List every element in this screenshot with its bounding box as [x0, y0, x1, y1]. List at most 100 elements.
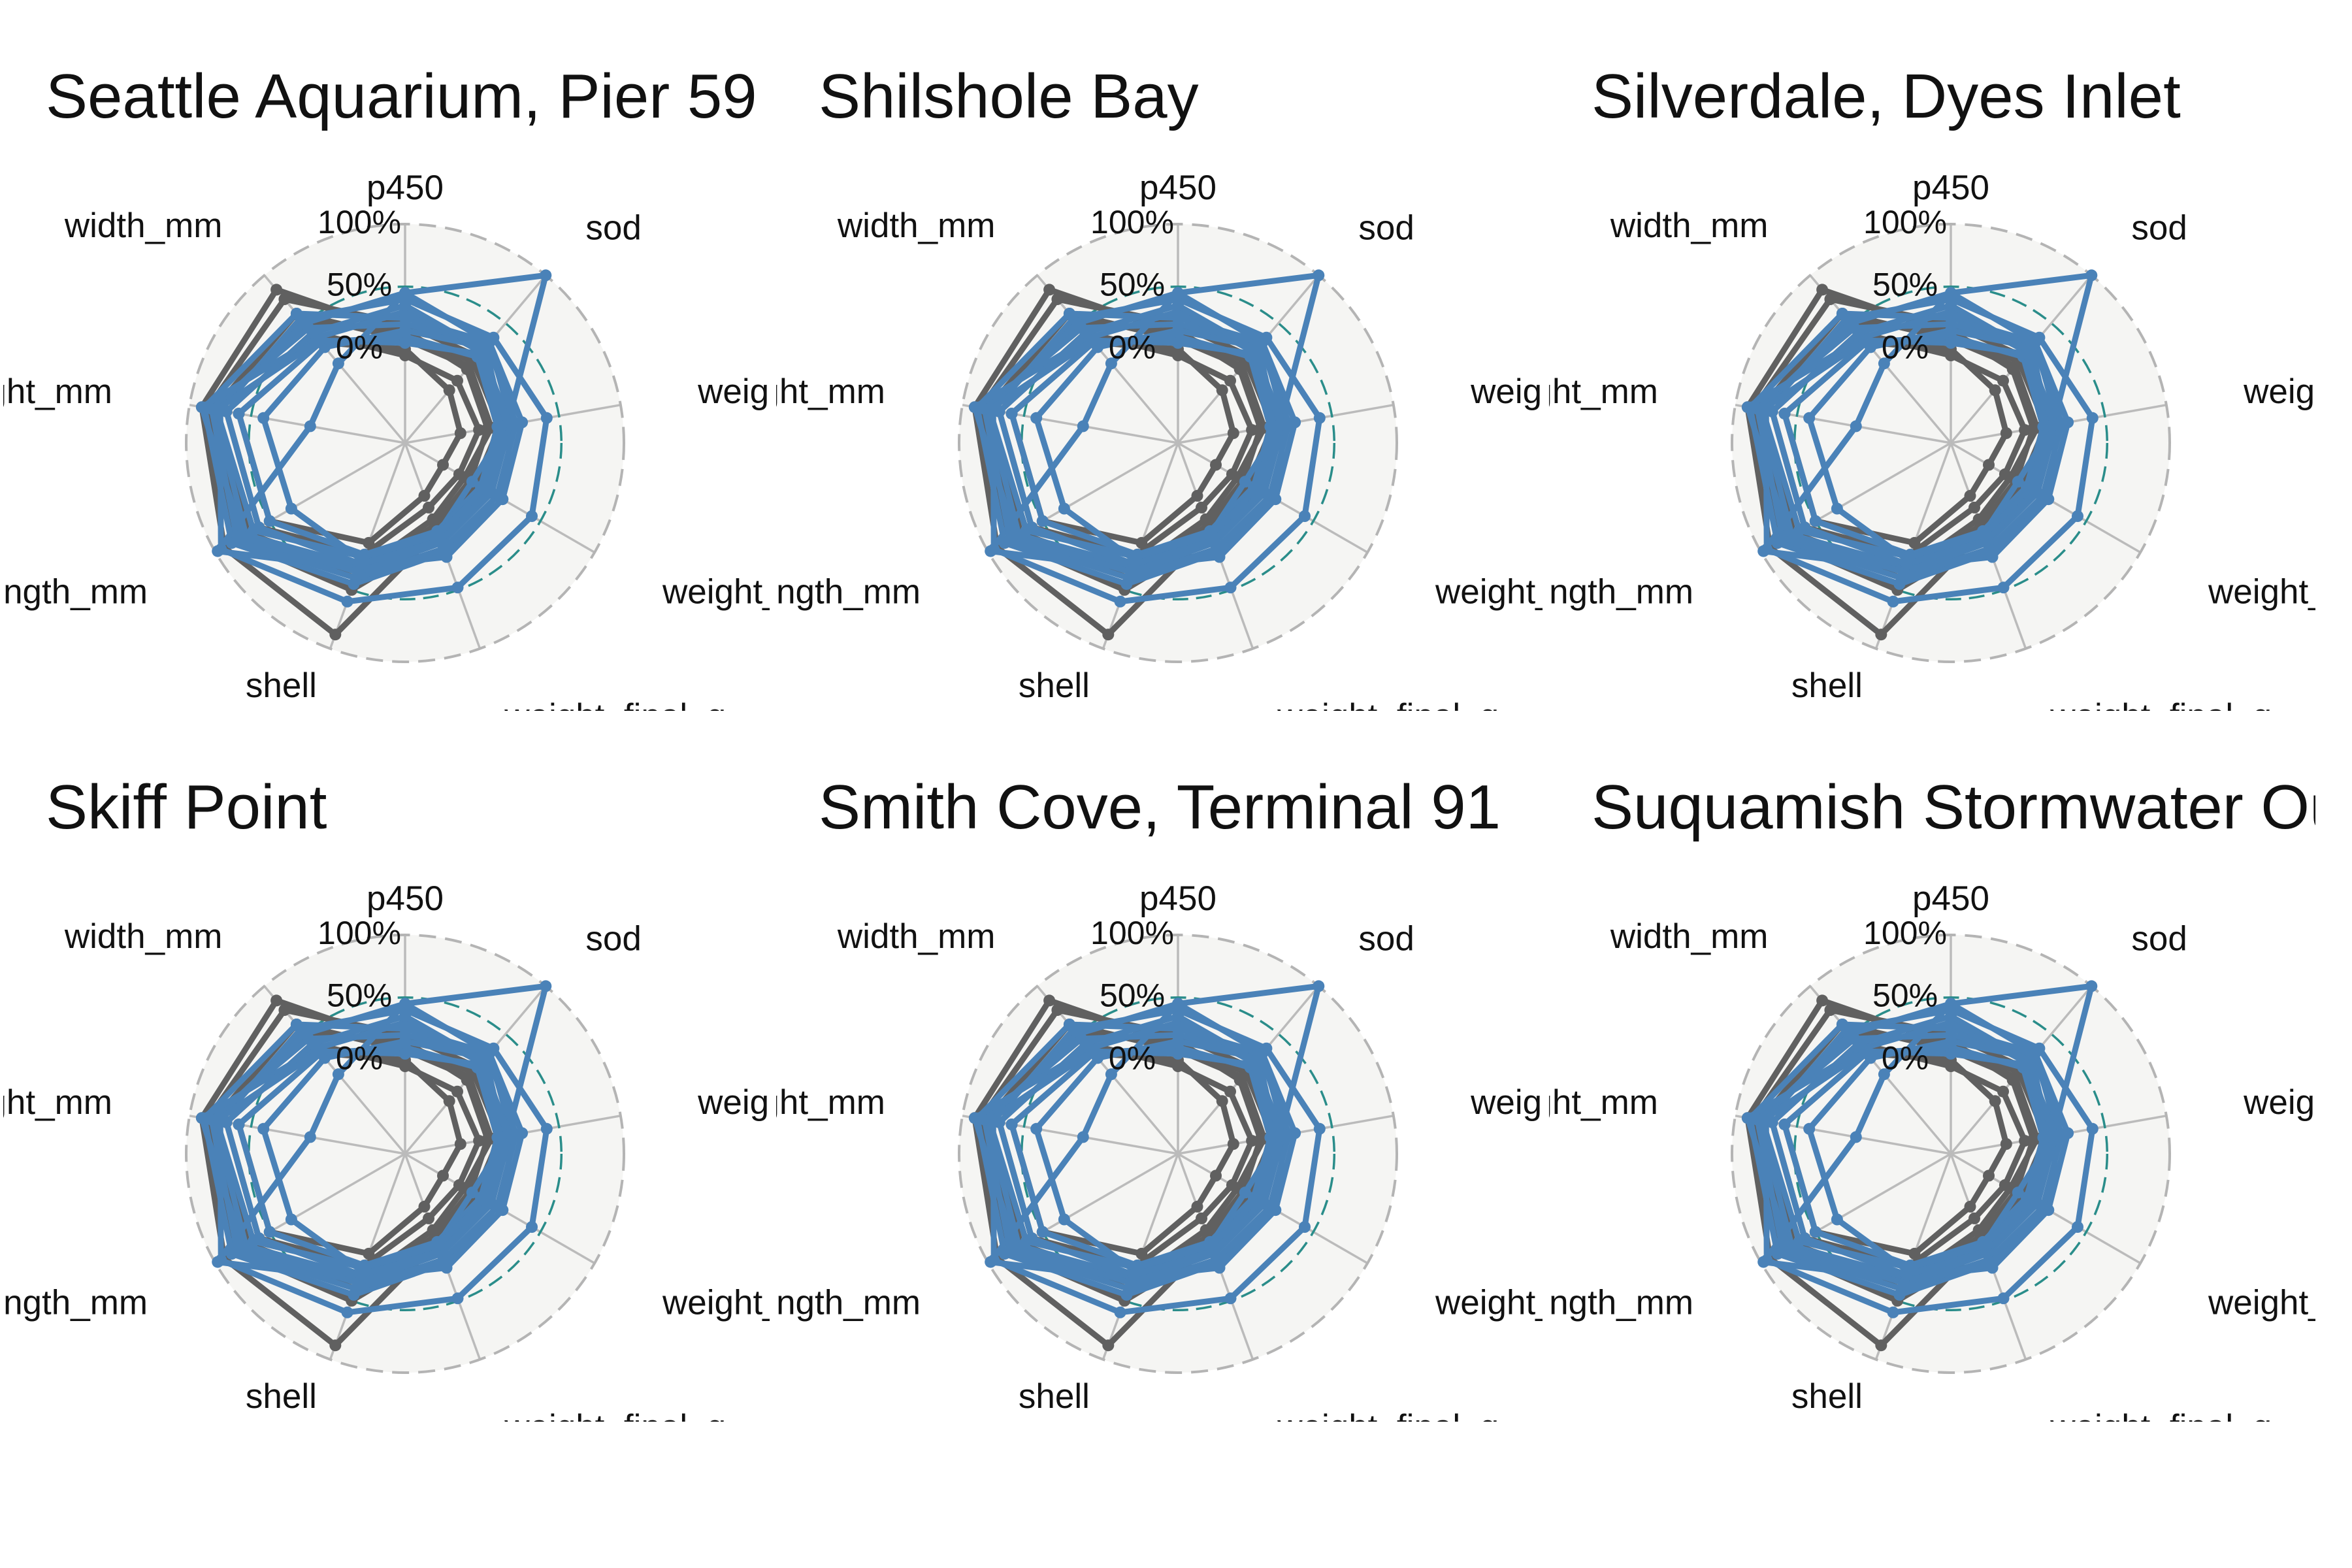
data-point-12-sod	[451, 1085, 463, 1098]
data-point-14-weight_change_g	[1983, 459, 1995, 471]
data-point-0-width_mm	[332, 357, 344, 370]
data-point-5-length_mm	[1782, 531, 1795, 543]
data-point-9-weight_change_g	[478, 482, 490, 495]
data-point-6-length_mm	[1058, 1213, 1070, 1226]
data-point-0-weight_change_g	[466, 1186, 478, 1199]
data-point-2-p450	[399, 998, 411, 1010]
axis-label-length_mm: length_mm	[1522, 573, 1693, 612]
data-point-3-width_mm	[290, 308, 302, 319]
data-point-12-weight_final_g	[1196, 501, 1207, 514]
data-point-14-sod	[1216, 384, 1228, 397]
axis-label-shell: shell	[246, 666, 317, 705]
axis-label-weight_initial_g: weight_initial_g	[1470, 1083, 1707, 1122]
data-point-12-sod	[1997, 1085, 2009, 1098]
data-point-14-weight_final_g	[418, 1200, 431, 1213]
axis-label-shell: shell	[1019, 1377, 1090, 1416]
axis-label-height_mm: height_mm	[714, 372, 885, 411]
axis-label-sod: sod	[2131, 209, 2187, 248]
panel-title: Shilshole Bay	[819, 61, 1199, 131]
data-point-6-length_mm	[1831, 502, 1843, 515]
reference-circle	[247, 285, 563, 601]
data-point-9-weight_initial_g	[2041, 1131, 2053, 1143]
data-point-14-shell	[1135, 536, 1148, 549]
data-point-14-sod	[1989, 384, 2001, 397]
data-point-1-weight_initial_g	[1313, 1122, 1326, 1135]
data-point-14-weight_change_g	[1210, 459, 1222, 471]
data-point-9-length_mm	[1793, 525, 1805, 536]
data-point-10-width_mm	[1816, 994, 1829, 1007]
data-point-9-length_mm	[1020, 525, 1032, 536]
axis-label-height_mm: height_mm	[0, 372, 112, 411]
data-point-14-sod	[443, 1095, 455, 1107]
data-point-7-height_mm	[1005, 1119, 1018, 1131]
data-point-9-p450	[1172, 1047, 1184, 1060]
axis-label-width_mm: width_mm	[64, 917, 223, 956]
axis-label-shell: shell	[1791, 1377, 1863, 1416]
data-point-8-p450	[1945, 299, 1957, 312]
radar-panel-1: Shilshole Bay 0% 50% 100%p450 sod weight_init…	[714, 61, 1707, 711]
outer-ring	[958, 934, 1398, 1374]
data-point-12-weight_final_g	[1968, 501, 1980, 514]
data-point-12-sod	[1997, 374, 2009, 387]
radar-panel-5: Suquamish Stormwater Outfall 0% 50% 100%p45…	[1549, 772, 2315, 1422]
panel-title: Smith Cove, Terminal 91	[819, 772, 1501, 842]
data-point-14-weight_initial_g	[454, 1138, 466, 1150]
data-point-0-weight_change_g	[2012, 476, 2024, 488]
data-point-10-shell	[1875, 1339, 1887, 1352]
data-point-0-height_mm	[1850, 420, 1862, 433]
axis-label-width_mm: width_mm	[1610, 917, 1769, 956]
data-point-0-width_mm	[1105, 1068, 1117, 1081]
data-point-14-weight_initial_g	[454, 427, 466, 439]
radial-tick-label: 50%	[327, 267, 392, 303]
radar-panel-2: Silverdale, Dyes Inlet 0% 50% 100%p450 sod we…	[1522, 61, 2315, 736]
data-point-9-p450	[399, 1047, 411, 1060]
data-point-9-sod	[2019, 348, 2032, 360]
axis-label-p450: p450	[1912, 879, 1989, 918]
data-point-7-height_mm	[233, 408, 245, 420]
radial-tick-label: 0%	[336, 329, 383, 365]
data-point-14-sod	[1989, 1095, 2001, 1107]
data-point-1-length_mm	[215, 543, 227, 555]
axis-label-weight_change_g: weight_change_g	[662, 1284, 934, 1322]
data-point-9-weight_final_g	[1978, 529, 1991, 541]
data-point-10-shell	[329, 1339, 342, 1352]
data-point-9-height_mm	[210, 1115, 223, 1127]
data-point-0-height_mm	[304, 1131, 316, 1143]
series-line-9	[987, 337, 1277, 560]
data-point-2-p450	[1945, 287, 1957, 299]
data-point-12-weight_change_g	[1999, 468, 2011, 480]
data-point-2-p450	[1945, 998, 1957, 1010]
data-point-7-height_mm	[1005, 408, 1018, 420]
data-point-0-width_mm	[1105, 357, 1117, 370]
data-point-6-length_mm	[285, 502, 297, 515]
data-point-9-shell	[1903, 1262, 1916, 1274]
data-point-5-height_mm	[1741, 1112, 1754, 1124]
axis-label-sod: sod	[585, 209, 641, 248]
data-point-6-height_mm	[1030, 412, 1043, 424]
data-point-12-weight_change_g	[1226, 468, 1238, 480]
axis-label-weight_initial_g: weight_initial_g	[1470, 372, 1707, 411]
data-point-0-sod	[2085, 980, 2098, 992]
data-point-1-weight_final_g	[451, 1292, 464, 1305]
data-point-14-shell	[363, 536, 375, 549]
data-point-14-weight_final_g	[1191, 1200, 1203, 1213]
series-line-9	[1759, 1048, 2050, 1271]
data-point-13-width_mm	[1051, 1004, 1064, 1016]
data-point-0-height_mm	[304, 420, 316, 433]
axis-label-weight_change_g: weight_change_g	[1435, 573, 1707, 612]
reference-circle	[1793, 996, 2109, 1312]
reference-circle	[1793, 285, 2109, 601]
axis-label-sod: sod	[1358, 209, 1414, 248]
data-point-14-weight_final_g	[1964, 1200, 1976, 1213]
data-point-8-p450	[1172, 299, 1184, 312]
data-point-9-weight_change_g	[2024, 482, 2036, 495]
axis-label-weight_final_g: weight_final_g	[1277, 1408, 1499, 1446]
series-line-9	[987, 1048, 1277, 1271]
data-point-9-weight_change_g	[1251, 1193, 1263, 1205]
data-point-2-p450	[1172, 287, 1184, 299]
axis-label-p450: p450	[1139, 169, 1217, 207]
data-point-14-shell	[1908, 536, 1921, 549]
axis-label-weight_final_g: weight_final_g	[2050, 697, 2272, 736]
data-point-0-sod	[540, 980, 552, 992]
data-point-12-sod	[451, 374, 463, 387]
